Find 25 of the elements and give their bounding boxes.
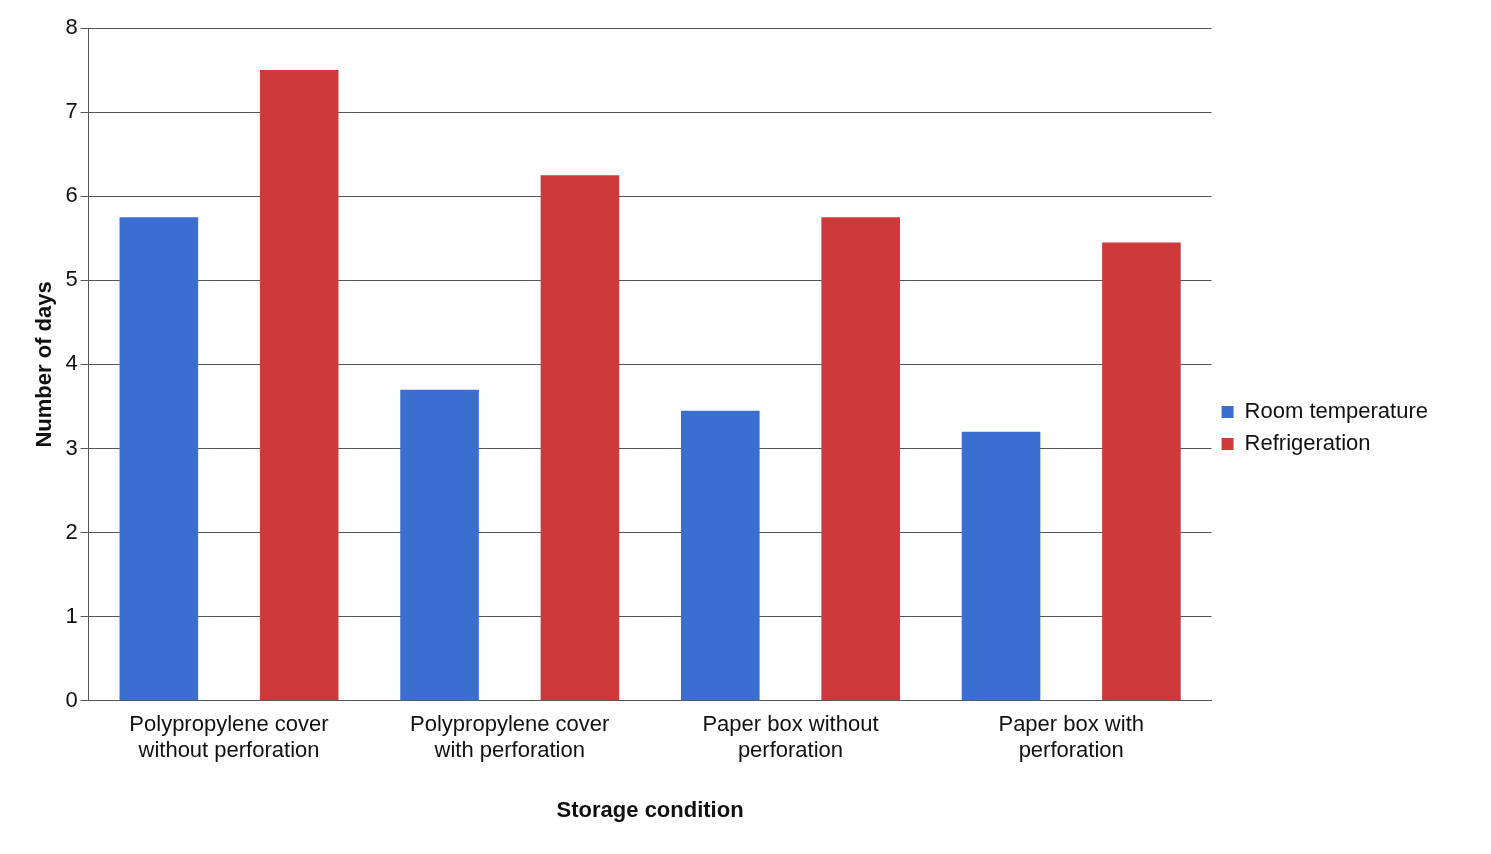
bar <box>119 217 199 701</box>
x-axis-title: Storage condition <box>556 796 744 822</box>
y-tick-label: 7 <box>65 98 78 124</box>
x-tick-label: Polypropylene cover with perforation <box>410 711 610 763</box>
bar <box>259 70 339 701</box>
x-tick-label: Polypropylene cover without perforation <box>129 711 329 763</box>
y-tick-label: 6 <box>65 182 78 208</box>
legend-label: Room temperature <box>1244 398 1429 424</box>
bar <box>821 217 900 701</box>
x-tick-label: Paper box without perforation <box>702 711 879 763</box>
y-tick-label: 1 <box>65 602 78 628</box>
bar <box>400 389 479 701</box>
bar <box>540 175 620 701</box>
y-tick-label: 0 <box>65 686 78 712</box>
y-tick-label: 5 <box>65 266 78 292</box>
bar <box>961 431 1041 701</box>
y-tick-label: 3 <box>65 434 78 460</box>
bar <box>680 410 760 701</box>
bar <box>1102 242 1181 701</box>
y-tick-label: 2 <box>65 518 78 544</box>
y-tick-label: 4 <box>65 350 78 376</box>
y-axis-title: Number of days <box>31 281 57 448</box>
y-tick-label: 8 <box>65 14 78 40</box>
legend-label: Refrigeration <box>1244 430 1371 456</box>
x-tick-label: Paper box with perforation <box>998 711 1144 763</box>
